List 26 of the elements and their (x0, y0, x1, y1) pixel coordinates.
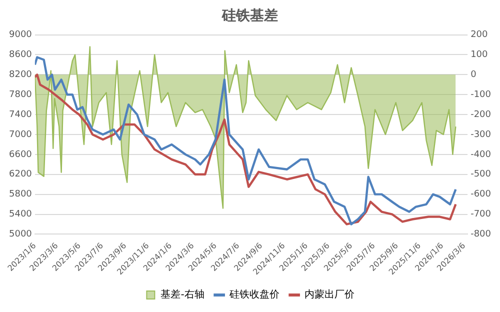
legend-label: 基差-右轴 (160, 288, 204, 301)
y-tick-label: 6600 (9, 150, 32, 160)
y-tick-label: 5800 (9, 190, 32, 200)
y2-tick-label: 0 (470, 70, 477, 80)
y-tick-label: 5400 (9, 210, 32, 220)
legend-label: 硅铁收盘价 (228, 288, 280, 301)
y2-tick-label: -400 (470, 150, 492, 160)
y2-tick-label: -300 (470, 130, 492, 140)
y-tick-label: 7800 (9, 90, 32, 100)
y2-tick-label: -100 (470, 90, 492, 100)
y-tick-label: 9000 (9, 30, 32, 40)
y-tick-label: 5000 (9, 230, 32, 240)
y-tick-label: 8600 (9, 50, 32, 60)
y2-tick-label: -600 (470, 190, 492, 200)
chart-title: 硅铁基差 (221, 8, 278, 24)
y-tick-label: 7000 (9, 130, 32, 140)
y2-tick-label: -500 (470, 170, 492, 180)
y2-tick-label: 200 (470, 30, 488, 40)
y-tick-label: 6200 (9, 170, 32, 180)
legend-label: 内蒙出厂价 (304, 288, 354, 301)
y-tick-label: 7400 (9, 110, 32, 120)
y2-tick-label: -800 (470, 230, 492, 240)
y-tick-label: 8200 (9, 70, 32, 80)
y2-tick-label: 100 (470, 50, 488, 60)
y2-tick-label: -200 (470, 110, 492, 120)
y2-tick-label: -700 (470, 210, 492, 220)
